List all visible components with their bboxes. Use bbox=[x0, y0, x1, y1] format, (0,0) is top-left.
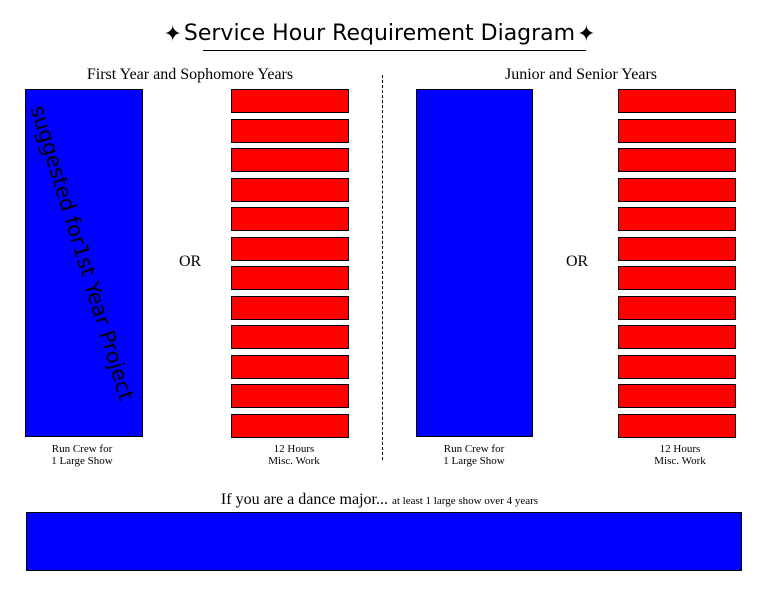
run-crew-block-left: suggested for1st Year Project bbox=[25, 89, 143, 437]
caption-line: Run Crew for bbox=[51, 443, 113, 455]
misc-hour-block bbox=[231, 384, 349, 408]
title-row: ✦ Service Hour Requirement Diagram ✦ bbox=[0, 20, 759, 48]
dance-major-block bbox=[26, 512, 742, 571]
misc-hour-block bbox=[618, 207, 736, 231]
misc-hour-block bbox=[618, 354, 736, 379]
caption-line: 12 Hours bbox=[659, 443, 701, 455]
misc-hour-block bbox=[231, 89, 349, 113]
caption-line: Run Crew for bbox=[443, 443, 505, 455]
caption-run-crew-left: Run Crew for 1 Large Show bbox=[12, 443, 152, 467]
misc-hour-block bbox=[231, 118, 349, 143]
misc-hour-block bbox=[618, 413, 736, 438]
heading-first-sophomore: First Year and Sophomore Years bbox=[86, 66, 294, 83]
dance-major-text: If you are a dance major... bbox=[220, 491, 388, 508]
or-label-right: OR bbox=[566, 253, 589, 270]
caption-run-crew-right: Run Crew for 1 Large Show bbox=[404, 443, 544, 467]
dance-major-detail: at least 1 large show over 4 years bbox=[391, 495, 539, 507]
misc-hour-block bbox=[618, 295, 736, 320]
caption-line: Misc. Work bbox=[268, 455, 320, 467]
caption-line: Misc. Work bbox=[654, 455, 706, 467]
misc-hour-block bbox=[231, 236, 349, 261]
misc-hour-block bbox=[231, 413, 349, 438]
star-icon: ✦ bbox=[577, 21, 596, 46]
page-title: Service Hour Requirement Diagram bbox=[183, 21, 576, 46]
misc-hour-block bbox=[618, 236, 736, 261]
misc-hour-block bbox=[231, 207, 349, 231]
caption-line: 12 Hours bbox=[273, 443, 315, 455]
misc-hour-block bbox=[231, 148, 349, 172]
caption-line: 1 Large Show bbox=[443, 455, 505, 467]
misc-hour-block bbox=[618, 384, 736, 408]
misc-hour-block bbox=[231, 177, 349, 202]
misc-hour-block bbox=[231, 295, 349, 320]
misc-hour-block bbox=[618, 177, 736, 202]
misc-hour-block bbox=[618, 118, 736, 143]
misc-hour-block bbox=[618, 325, 736, 349]
caption-misc-right: 12 Hours Misc. Work bbox=[610, 443, 750, 467]
or-label-left: OR bbox=[179, 253, 202, 270]
heading-junior-senior: Junior and Senior Years bbox=[505, 66, 657, 83]
divider-dashed bbox=[382, 75, 383, 460]
misc-hour-block bbox=[618, 266, 736, 290]
misc-hour-block bbox=[618, 89, 736, 113]
run-crew-block-right bbox=[416, 89, 533, 437]
title-underline bbox=[203, 50, 586, 51]
caption-misc-left: 12 Hours Misc. Work bbox=[224, 443, 364, 467]
misc-hour-block bbox=[231, 266, 349, 290]
misc-hour-block bbox=[618, 148, 736, 172]
caption-line: 1 Large Show bbox=[51, 455, 113, 467]
dance-major-note: If you are a dance major... at least 1 l… bbox=[0, 490, 759, 511]
star-icon: ✦ bbox=[163, 21, 182, 46]
first-year-project-label: suggested for1st Year Project bbox=[25, 102, 139, 404]
misc-hour-block bbox=[231, 325, 349, 349]
misc-hour-block bbox=[231, 354, 349, 379]
